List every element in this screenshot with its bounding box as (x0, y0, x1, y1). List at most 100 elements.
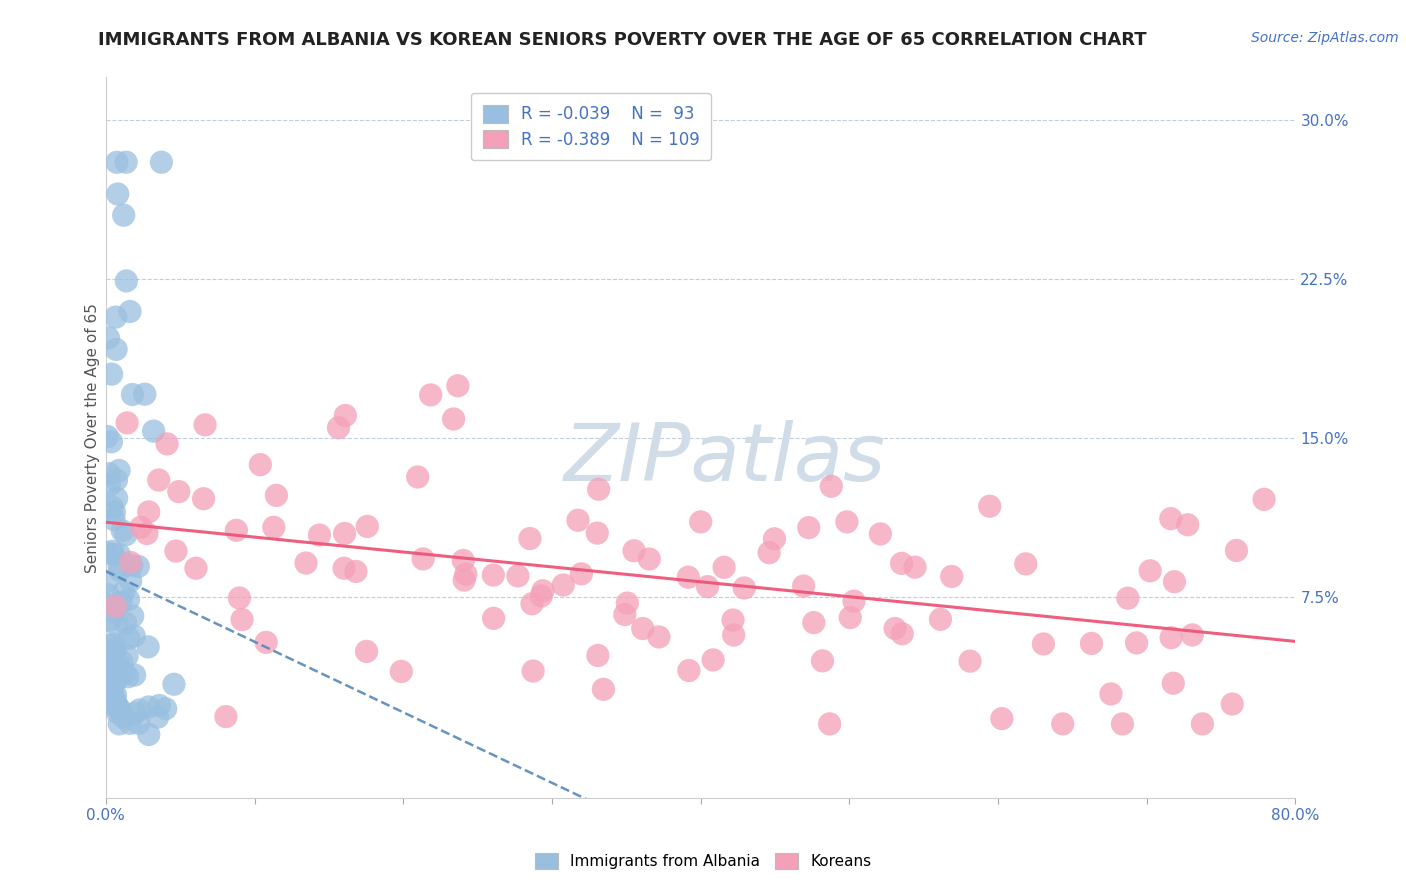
Point (114, 615, 136, 630)
Point (101, 500, 124, 515)
Point (1099, 687, 1122, 701)
Text: ZIPatlas: ZIPatlas (564, 420, 886, 499)
Point (721, 613, 744, 627)
Point (1177, 517, 1199, 532)
Point (135, 526, 157, 541)
Point (105, 343, 128, 357)
Point (136, 640, 159, 654)
Point (118, 304, 141, 318)
Point (108, 547, 131, 561)
Point (592, 682, 614, 697)
Point (97, 588, 120, 602)
Point (120, 574, 142, 588)
Point (117, 670, 139, 684)
Text: Source: ZipAtlas.com: Source: ZipAtlas.com (1251, 31, 1399, 45)
Point (142, 424, 165, 438)
Point (98, 613, 121, 627)
Point (193, 491, 215, 506)
Point (129, 520, 152, 534)
Point (1139, 564, 1161, 578)
Point (991, 712, 1014, 726)
Point (254, 635, 277, 649)
Point (702, 653, 724, 667)
Point (797, 521, 820, 535)
Point (1032, 637, 1054, 651)
Point (124, 668, 146, 682)
Point (1163, 574, 1185, 589)
Point (96, 597, 118, 611)
Point (112, 208, 135, 222)
Point (979, 500, 1001, 514)
Point (100, 367, 122, 381)
Point (356, 519, 378, 533)
Point (122, 629, 145, 643)
Point (506, 569, 529, 583)
Point (105, 619, 128, 633)
Point (890, 557, 912, 571)
Point (588, 482, 610, 496)
Point (121, 609, 143, 624)
Point (103, 637, 125, 651)
Point (134, 387, 156, 401)
Point (803, 615, 825, 630)
Point (839, 610, 862, 624)
Point (454, 567, 477, 582)
Point (96, 574, 118, 589)
Point (344, 565, 367, 579)
Point (1116, 591, 1139, 606)
Point (335, 409, 357, 423)
Point (531, 583, 554, 598)
Point (138, 505, 160, 519)
Point (406, 470, 429, 484)
Point (613, 607, 636, 622)
Point (104, 693, 127, 707)
Point (103, 513, 125, 527)
Point (412, 552, 434, 566)
Point (103, 670, 125, 684)
Point (820, 479, 842, 493)
Point (105, 491, 128, 506)
Point (105, 671, 128, 685)
Point (451, 553, 474, 567)
Point (733, 581, 755, 595)
Point (249, 458, 271, 472)
Point (571, 566, 593, 581)
Point (105, 473, 128, 487)
Point (623, 543, 645, 558)
Y-axis label: Seniors Poverty Over the Age of 65: Seniors Poverty Over the Age of 65 (86, 302, 100, 573)
Point (110, 595, 132, 609)
Point (96, 546, 118, 560)
Point (100, 434, 122, 449)
Point (522, 664, 544, 678)
Point (929, 612, 952, 626)
Point (904, 560, 927, 574)
Point (165, 544, 187, 558)
Point (104, 688, 127, 702)
Point (104, 310, 127, 325)
Point (105, 155, 128, 169)
Point (121, 387, 143, 401)
Point (648, 630, 671, 644)
Point (228, 591, 250, 605)
Point (443, 412, 465, 426)
Point (150, 155, 173, 169)
Point (103, 644, 125, 658)
Point (96, 429, 118, 443)
Point (482, 568, 505, 582)
Point (114, 666, 136, 681)
Point (108, 660, 131, 674)
Point (112, 710, 135, 724)
Point (1191, 717, 1213, 731)
Point (103, 505, 125, 519)
Text: IMMIGRANTS FROM ALBANIA VS KOREAN SENIORS POVERTY OVER THE AGE OF 65 CORRELATION: IMMIGRANTS FROM ALBANIA VS KOREAN SENIOR… (98, 31, 1147, 49)
Point (616, 596, 638, 610)
Point (103, 547, 125, 561)
Point (101, 690, 124, 704)
Point (105, 661, 128, 675)
Point (97, 653, 120, 667)
Point (553, 578, 575, 592)
Point (155, 702, 177, 716)
Point (678, 664, 700, 678)
Point (1080, 636, 1102, 650)
Point (1125, 636, 1147, 650)
